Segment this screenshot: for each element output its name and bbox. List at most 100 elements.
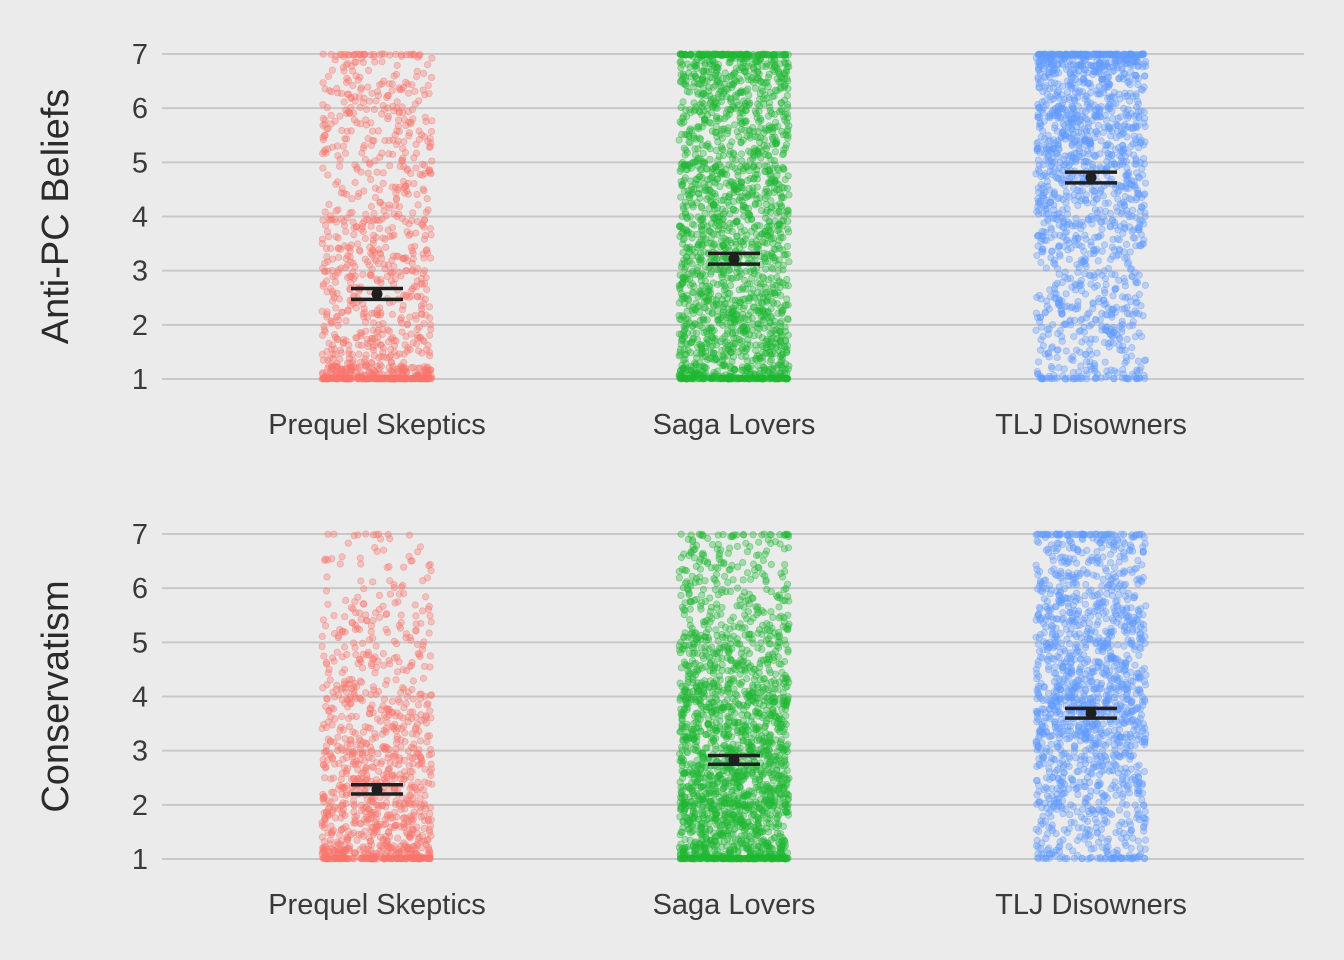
data-point bbox=[1054, 354, 1060, 360]
data-point bbox=[678, 282, 684, 288]
data-point bbox=[381, 261, 387, 267]
data-point bbox=[771, 185, 777, 191]
data-point bbox=[690, 363, 696, 369]
data-point bbox=[1040, 233, 1046, 239]
data-point bbox=[731, 122, 737, 128]
data-point bbox=[371, 54, 377, 60]
data-point bbox=[1062, 122, 1068, 128]
data-point bbox=[1070, 185, 1076, 191]
data-point bbox=[343, 366, 349, 372]
data-point bbox=[684, 308, 690, 314]
data-point bbox=[727, 142, 733, 148]
data-point bbox=[1097, 317, 1103, 323]
data-point bbox=[678, 337, 684, 343]
data-point bbox=[1057, 253, 1063, 259]
data-point bbox=[682, 152, 688, 158]
data-point bbox=[1052, 282, 1058, 288]
data-point bbox=[1040, 60, 1046, 66]
data-point bbox=[1082, 196, 1088, 202]
data-point bbox=[1048, 345, 1054, 351]
data-point bbox=[1074, 261, 1080, 267]
data-point bbox=[706, 308, 712, 314]
data-point bbox=[1137, 375, 1143, 381]
data-point bbox=[1055, 51, 1061, 57]
data-point bbox=[1085, 311, 1091, 317]
data-point bbox=[1066, 256, 1072, 262]
data-point bbox=[1036, 84, 1042, 90]
data-point bbox=[1104, 368, 1110, 374]
data-point bbox=[403, 122, 409, 128]
data-point bbox=[345, 375, 351, 381]
data-point bbox=[365, 170, 371, 176]
data-point bbox=[771, 158, 777, 164]
data-point bbox=[414, 326, 420, 332]
data-point bbox=[726, 60, 732, 66]
data-point bbox=[354, 164, 360, 170]
data-point bbox=[319, 633, 325, 639]
data-point bbox=[696, 364, 702, 370]
data-point bbox=[1111, 247, 1117, 253]
data-point bbox=[386, 202, 392, 208]
data-point bbox=[699, 75, 705, 81]
data-point bbox=[757, 342, 763, 348]
data-point bbox=[778, 79, 784, 85]
data-point bbox=[348, 128, 354, 134]
data-point bbox=[739, 158, 745, 164]
data-point bbox=[345, 307, 351, 313]
data-point bbox=[768, 264, 774, 270]
data-point bbox=[1121, 105, 1127, 111]
data-point bbox=[1111, 375, 1117, 381]
data-point bbox=[336, 163, 342, 169]
data-point bbox=[771, 52, 777, 58]
data-point bbox=[1084, 101, 1090, 107]
data-point bbox=[324, 104, 330, 110]
data-point bbox=[1037, 120, 1043, 126]
data-point bbox=[759, 358, 765, 364]
data-point bbox=[1042, 351, 1048, 357]
data-point bbox=[778, 203, 784, 209]
data-point bbox=[1127, 81, 1133, 87]
data-point bbox=[1062, 269, 1068, 275]
data-point bbox=[713, 115, 719, 121]
data-point bbox=[745, 365, 751, 371]
data-point bbox=[1056, 146, 1062, 152]
data-point bbox=[1040, 128, 1046, 134]
data-point bbox=[1088, 63, 1094, 69]
data-point bbox=[1093, 375, 1099, 381]
data-point bbox=[1064, 206, 1070, 212]
data-point bbox=[332, 57, 338, 63]
data-point bbox=[1126, 150, 1132, 156]
data-point bbox=[1073, 221, 1079, 227]
data-point bbox=[364, 336, 370, 342]
data-point bbox=[1142, 180, 1148, 186]
data-point bbox=[1116, 335, 1122, 341]
data-point bbox=[357, 104, 363, 110]
data-point bbox=[705, 356, 711, 362]
data-point bbox=[379, 51, 385, 57]
data-point bbox=[779, 247, 785, 253]
data-point bbox=[723, 180, 729, 186]
data-point bbox=[1076, 90, 1082, 96]
data-point bbox=[1134, 59, 1140, 65]
data-point bbox=[1107, 101, 1113, 107]
data-point bbox=[320, 51, 326, 57]
data-point bbox=[375, 128, 381, 134]
data-point bbox=[761, 136, 767, 142]
data-point bbox=[750, 286, 756, 292]
data-point bbox=[424, 733, 430, 739]
data-point bbox=[727, 211, 733, 217]
data-point bbox=[740, 203, 746, 209]
data-point bbox=[361, 52, 367, 58]
data-point bbox=[338, 190, 344, 196]
data-point bbox=[1082, 257, 1088, 263]
data-point bbox=[1098, 103, 1104, 109]
data-point bbox=[774, 336, 780, 342]
data-point bbox=[684, 61, 690, 67]
data-point bbox=[776, 376, 782, 382]
data-point bbox=[681, 119, 687, 125]
data-point bbox=[339, 309, 345, 315]
data-point bbox=[365, 67, 371, 73]
data-point bbox=[344, 766, 350, 772]
data-point bbox=[1035, 371, 1041, 377]
data-point bbox=[763, 146, 769, 152]
